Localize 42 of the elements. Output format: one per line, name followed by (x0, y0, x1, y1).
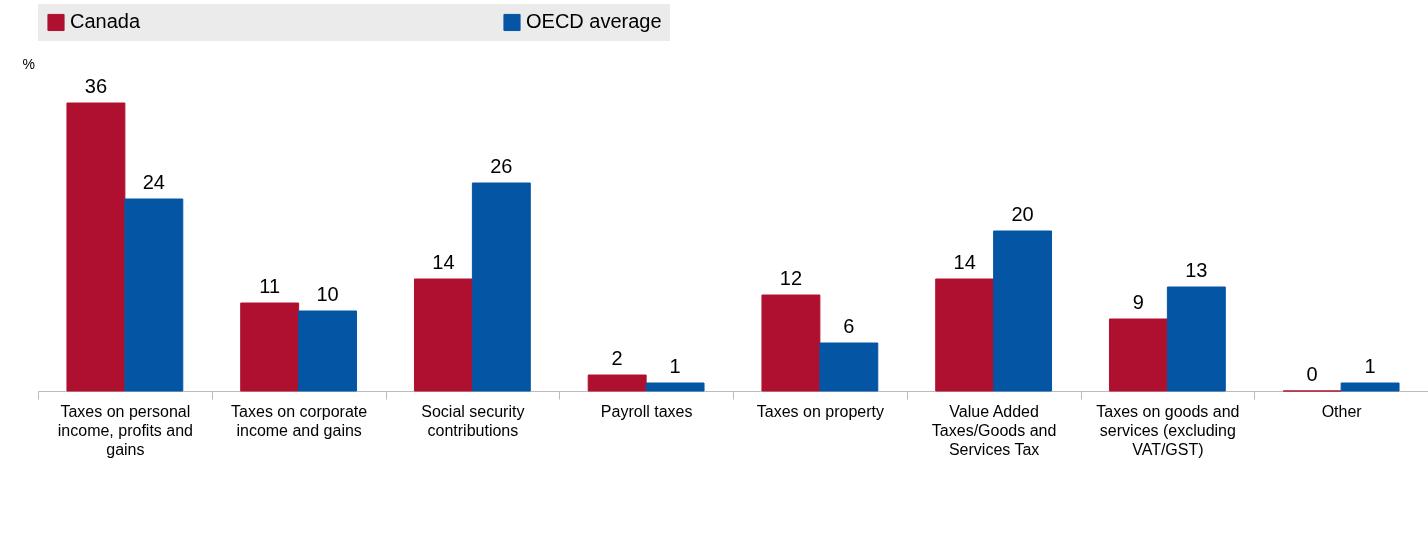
bar (935, 278, 995, 392)
data-label: 10 (316, 283, 339, 305)
bar (993, 230, 1053, 392)
x-tick-label: Taxes on corporate income and gains (231, 402, 368, 439)
y-axis-title: % (22, 55, 35, 72)
data-label: 1 (1364, 355, 1376, 377)
x-tick-label: Taxes on property (756, 402, 884, 420)
bar (1108, 318, 1168, 392)
x-tick-label: Taxes on goods and services (excluding VAT/GST) (1096, 402, 1240, 458)
x-tick-label: Social security contributions (421, 402, 525, 439)
bar (240, 302, 300, 392)
x-tick-label: Taxes on personal income, profits and gains (57, 402, 193, 458)
bar (66, 102, 126, 392)
data-label: 14 (432, 251, 455, 273)
bar (587, 374, 647, 392)
bar (298, 310, 358, 392)
legend-label: OECD average (526, 10, 662, 33)
bar (124, 198, 184, 392)
data-label: 13 (1185, 259, 1208, 281)
data-label: 24 (142, 171, 165, 193)
legend-label: Canada (70, 10, 141, 33)
data-label: 0 (1306, 363, 1318, 385)
x-tick-label: Payroll taxes (600, 402, 693, 420)
data-label: 1 (669, 355, 681, 377)
data-label: 36 (84, 75, 108, 97)
x-tick-label: Value Added Taxes/Goods and Services Tax (931, 402, 1057, 458)
x-tick-label: Other (1321, 402, 1363, 420)
data-label: 6 (843, 315, 855, 337)
data-label: 12 (779, 267, 803, 289)
bar (1166, 286, 1226, 392)
bar (761, 294, 821, 392)
bar (645, 382, 705, 392)
data-label: 9 (1132, 291, 1144, 313)
bar (819, 342, 879, 392)
data-label: 11 (259, 275, 281, 297)
data-label: 20 (1011, 203, 1034, 225)
bar (1340, 382, 1400, 392)
data-label: 2 (611, 347, 623, 369)
bar (471, 182, 531, 392)
data-label: 14 (953, 251, 976, 273)
bar (413, 278, 473, 392)
data-label: 26 (490, 155, 513, 177)
